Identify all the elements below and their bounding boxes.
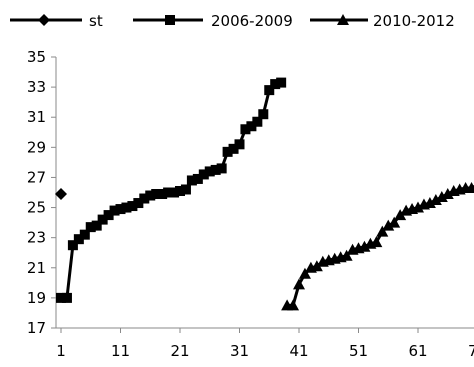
data-point	[103, 210, 114, 221]
data-point	[240, 124, 251, 135]
data-point	[97, 214, 108, 225]
data-point	[252, 116, 263, 127]
x-tick-label: 1	[56, 342, 66, 360]
data-point	[234, 139, 245, 150]
data-point	[73, 234, 84, 245]
y-tick-label: 23	[27, 229, 46, 247]
data-point	[109, 205, 120, 216]
data-point	[310, 260, 323, 272]
y-tick-label: 33	[27, 78, 46, 96]
x-tick-label: 11	[111, 342, 130, 360]
y-tick-label: 27	[27, 168, 46, 186]
legend-item: 2006-2009	[133, 12, 293, 30]
legend-item: 2010-2012	[310, 12, 455, 30]
x-tick-label: 31	[230, 342, 249, 360]
data-point	[169, 187, 180, 198]
data-point	[276, 77, 287, 88]
x-tick-label: 61	[408, 342, 427, 360]
data-point	[358, 240, 371, 252]
legend-label: 2006-2009	[211, 12, 293, 30]
data-point	[61, 292, 72, 303]
data-point	[56, 292, 66, 303]
data-point	[429, 194, 442, 206]
data-point	[192, 173, 203, 184]
data-point	[163, 187, 174, 198]
data-point	[157, 189, 168, 200]
y-tick-label: 21	[27, 259, 46, 277]
x-tick-label: 51	[349, 342, 368, 360]
data-point	[435, 191, 448, 203]
data-point	[115, 204, 126, 215]
axes: 17192123252729313335111213141516171	[27, 48, 474, 360]
legend-marker	[38, 14, 50, 26]
series-layer	[55, 77, 474, 311]
data-point	[127, 201, 138, 212]
series-2010-2012	[281, 181, 474, 311]
data-point	[394, 209, 407, 221]
data-point	[79, 229, 90, 240]
data-point	[376, 225, 389, 237]
data-point	[441, 188, 454, 200]
data-point	[145, 190, 156, 201]
data-point	[85, 222, 96, 233]
data-point	[175, 185, 185, 196]
data-point	[471, 185, 474, 190]
y-tick-label: 31	[27, 108, 46, 126]
data-point	[180, 184, 191, 195]
data-point	[186, 175, 197, 186]
data-point	[287, 299, 300, 311]
y-tick-label: 29	[27, 138, 46, 156]
data-point	[198, 169, 209, 180]
data-point	[55, 188, 67, 201]
data-point	[270, 79, 281, 90]
data-point	[67, 240, 78, 251]
data-point	[91, 220, 102, 231]
x-tick-label: 21	[170, 342, 189, 360]
data-point	[133, 198, 144, 209]
legend-label: 2010-2012	[373, 12, 455, 30]
y-tick-label: 17	[27, 319, 46, 337]
data-point	[222, 146, 233, 157]
data-point	[423, 197, 436, 209]
data-point	[340, 249, 353, 261]
legend-label: st	[89, 12, 103, 30]
data-point	[465, 181, 474, 193]
legend-marker	[165, 15, 175, 25]
x-tick-label: 71	[468, 342, 474, 360]
data-point	[264, 85, 275, 96]
y-tick-label: 19	[27, 289, 46, 307]
data-point	[293, 278, 305, 290]
data-point	[382, 219, 395, 231]
legend: st 2006-2009 2010-2012	[10, 12, 455, 30]
x-tick-label: 41	[289, 342, 308, 360]
series-st	[55, 188, 67, 201]
data-point	[246, 121, 257, 132]
data-point	[139, 193, 150, 204]
data-point	[121, 202, 132, 213]
data-point	[370, 236, 383, 248]
legend-item: st	[10, 12, 103, 30]
y-tick-label: 35	[27, 48, 46, 66]
data-point	[204, 166, 215, 177]
data-point	[151, 189, 162, 200]
data-point	[388, 216, 401, 228]
data-point	[210, 164, 221, 175]
y-tick-label: 25	[27, 199, 46, 217]
data-point	[216, 163, 227, 174]
series-2006-2009	[56, 77, 287, 303]
data-point	[258, 109, 269, 120]
legend-marker	[337, 14, 349, 25]
data-point	[228, 143, 239, 154]
data-point	[412, 201, 424, 213]
data-point	[298, 267, 311, 279]
